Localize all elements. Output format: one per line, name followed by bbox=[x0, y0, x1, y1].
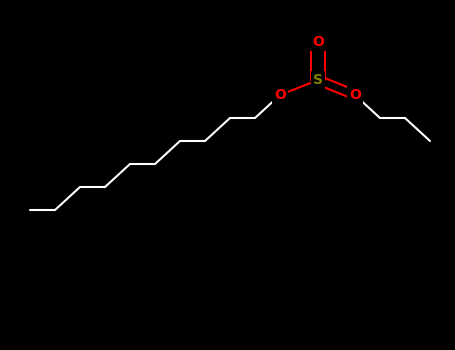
Text: O: O bbox=[349, 88, 361, 102]
Text: O: O bbox=[312, 35, 324, 49]
Text: S: S bbox=[313, 73, 323, 87]
Text: O: O bbox=[274, 88, 286, 102]
